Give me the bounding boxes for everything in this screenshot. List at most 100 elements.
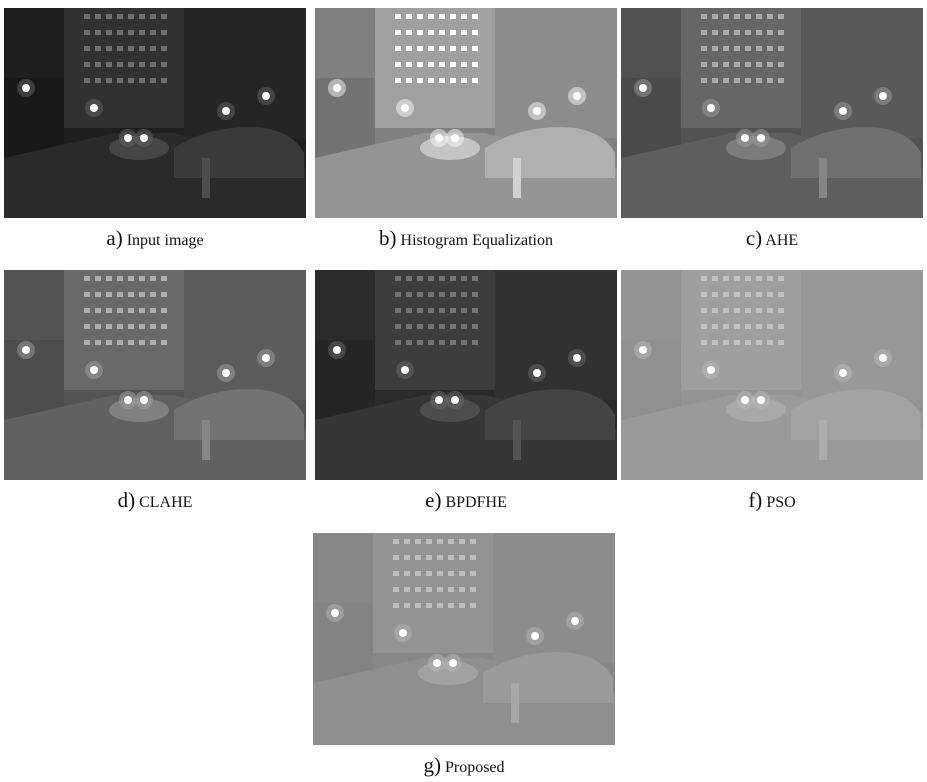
scene-shape xyxy=(571,617,579,625)
scene-shape xyxy=(415,539,421,544)
scene-shape xyxy=(417,308,423,313)
caption-label: b) xyxy=(379,226,397,250)
scene-shape xyxy=(756,46,762,51)
scene-shape xyxy=(399,629,407,637)
panel: e) BPDFHE xyxy=(315,270,617,513)
scene-shape xyxy=(778,292,784,297)
scene-shape xyxy=(404,539,410,544)
scene-shape xyxy=(757,134,765,142)
scene-shape xyxy=(450,340,456,345)
scene-shape xyxy=(128,276,134,281)
scene-shape xyxy=(375,270,495,390)
scene-shape xyxy=(472,14,478,19)
panel: d) CLAHE xyxy=(4,270,306,513)
scene-shape xyxy=(95,276,101,281)
scene-shape xyxy=(124,134,132,142)
caption: g) Proposed xyxy=(313,753,615,778)
scene-shape xyxy=(470,587,476,592)
panel: a) Input image xyxy=(4,8,306,251)
scene-shape xyxy=(767,46,773,51)
scene-shape xyxy=(150,14,156,19)
scene-shape xyxy=(778,78,784,83)
scene-shape xyxy=(417,340,423,345)
scene-shape xyxy=(95,14,101,19)
scene-shape xyxy=(707,104,715,112)
scene-shape xyxy=(262,92,270,100)
scene-shape xyxy=(139,14,145,19)
scene-shape xyxy=(701,14,707,19)
scene-shape xyxy=(531,632,539,640)
scene-shape xyxy=(778,340,784,345)
scene-shape xyxy=(84,78,90,83)
scene-shape xyxy=(701,324,707,329)
scene-shape xyxy=(395,324,401,329)
scene-shape xyxy=(184,8,306,138)
panel: b) Histogram Equalization xyxy=(315,8,617,251)
scene-shape xyxy=(428,46,434,51)
scene-shape xyxy=(745,30,751,35)
scene-shape xyxy=(417,324,423,329)
scene-shape xyxy=(64,8,184,128)
scene-shape xyxy=(395,30,401,35)
scene-shape xyxy=(511,683,519,723)
scene-shape xyxy=(202,158,210,198)
scene-shape xyxy=(393,603,399,608)
scene-shape xyxy=(128,14,134,19)
scene-image xyxy=(315,270,617,480)
scene-shape xyxy=(128,292,134,297)
scene-shape xyxy=(95,30,101,35)
scene-shape xyxy=(459,587,465,592)
scene-shape xyxy=(393,587,399,592)
scene-shape xyxy=(106,308,112,313)
scene-shape xyxy=(417,292,423,297)
scene-shape xyxy=(95,46,101,51)
caption-text: AHE xyxy=(765,232,798,249)
scene-shape xyxy=(128,46,134,51)
scene-shape xyxy=(712,14,718,19)
scene-shape xyxy=(117,62,123,67)
scene-shape xyxy=(222,107,230,115)
scene-shape xyxy=(472,308,478,313)
scene-shape xyxy=(734,78,740,83)
scene-shape xyxy=(150,324,156,329)
scene-shape xyxy=(404,571,410,576)
scene-shape xyxy=(745,292,751,297)
scene-shape xyxy=(461,308,467,313)
scene-shape xyxy=(415,603,421,608)
scene-shape xyxy=(395,78,401,83)
scene-shape xyxy=(472,30,478,35)
scene-shape xyxy=(139,78,145,83)
scene-shape xyxy=(128,340,134,345)
scene-shape xyxy=(393,571,399,576)
scene-shape xyxy=(745,324,751,329)
scene-shape xyxy=(723,292,729,297)
scene-shape xyxy=(723,14,729,19)
scene-image xyxy=(4,270,306,480)
scene-shape xyxy=(450,78,456,83)
scene-shape xyxy=(712,340,718,345)
scene-shape xyxy=(734,30,740,35)
scene-shape xyxy=(439,292,445,297)
scene-shape xyxy=(202,420,210,460)
scene-shape xyxy=(745,14,751,19)
scene-shape xyxy=(439,62,445,67)
scene-shape xyxy=(406,340,412,345)
scene-shape xyxy=(117,46,123,51)
scene-shape xyxy=(406,78,412,83)
scene-shape xyxy=(767,62,773,67)
scene-shape xyxy=(472,276,478,281)
scene-shape xyxy=(426,539,432,544)
scene-shape xyxy=(84,308,90,313)
scene-shape xyxy=(128,78,134,83)
scene-shape xyxy=(461,30,467,35)
scene-shape xyxy=(734,308,740,313)
scene-shape xyxy=(701,276,707,281)
scene-shape xyxy=(734,276,740,281)
scene-shape xyxy=(415,587,421,592)
scene-shape xyxy=(745,340,751,345)
scene-shape xyxy=(745,46,751,51)
scene-shape xyxy=(435,134,443,142)
scene-shape xyxy=(417,62,423,67)
scene-shape xyxy=(461,324,467,329)
scene-shape xyxy=(150,62,156,67)
